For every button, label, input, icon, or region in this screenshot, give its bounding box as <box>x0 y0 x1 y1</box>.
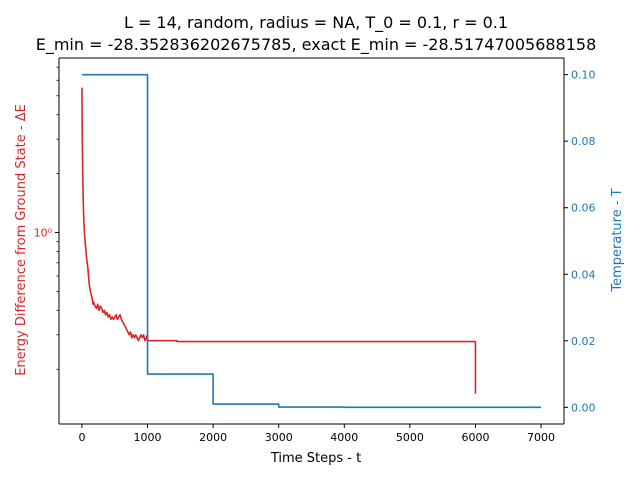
x-tick-label: 0 <box>78 431 85 444</box>
left-tick-label: 10⁰ <box>34 227 53 240</box>
right-tick-label: 0.04 <box>571 268 596 281</box>
x-tick-label: 4000 <box>330 431 358 444</box>
x-tick-label: 3000 <box>265 431 293 444</box>
x-tick-label: 2000 <box>199 431 227 444</box>
x-tick-label: 1000 <box>134 431 162 444</box>
right-tick-label: 0.02 <box>571 335 596 348</box>
x-tick-label: 5000 <box>396 431 424 444</box>
right-tick-label: 0.06 <box>571 202 596 215</box>
right-tick-label: 0.00 <box>571 401 596 414</box>
x-tick-label: 6000 <box>461 431 489 444</box>
x-tick-label: 7000 <box>527 431 555 444</box>
plot-background <box>59 58 564 424</box>
energy-difference-line <box>81 87 477 394</box>
chart-title: L = 14, random, radius = NA, T_0 = 0.1, … <box>124 13 508 33</box>
right-tick-label: 0.08 <box>571 135 596 148</box>
temperature-line <box>81 73 542 409</box>
left-axis-label: Energy Difference from Ground State - ΔE <box>14 104 29 376</box>
chart-subtitle: E_min = -28.352836202675785, exact E_min… <box>36 35 597 55</box>
right-axis-label: Temperature - T <box>610 188 625 292</box>
right-tick-label: 0.10 <box>571 69 596 82</box>
x-axis-label: Time Steps - t <box>270 451 361 466</box>
